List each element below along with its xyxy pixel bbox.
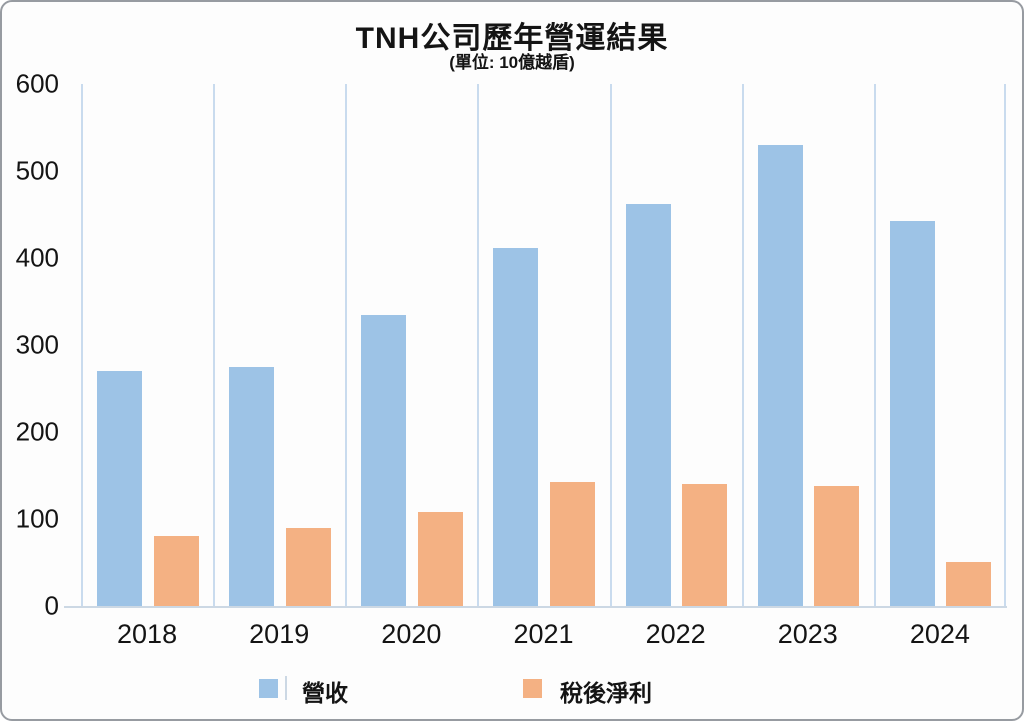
gridline [1004, 84, 1006, 606]
bar-net-profit-2020 [418, 512, 463, 606]
bar-net-profit-2022 [682, 484, 727, 606]
x-tick-label: 2018 [117, 619, 178, 649]
y-tick-label: 600 [15, 68, 59, 99]
gridline [213, 84, 215, 606]
y-tick-label: 500 [15, 155, 59, 186]
x-axis-line [64, 606, 1007, 608]
bar-net-profit-2023 [814, 486, 859, 606]
legend: 營收 稅後淨利 [2, 670, 1022, 710]
x-axis: 2018 2019 2020 2021 2022 2023 2024 [81, 619, 1006, 655]
bar-revenue-2020 [361, 315, 406, 606]
legend-divider [285, 676, 287, 700]
bar-revenue-2022 [626, 204, 671, 606]
legend-label-revenue: 營收 [302, 680, 348, 706]
x-tick-label: 2019 [249, 619, 310, 649]
x-tick-label: 2023 [777, 619, 838, 649]
gridline [81, 84, 83, 606]
y-tick-label: 100 [15, 503, 59, 534]
x-tick-label: 2022 [645, 619, 706, 649]
x-tick-label: 2024 [909, 619, 970, 649]
bar-revenue-2023 [758, 145, 803, 606]
plot-area [64, 84, 1007, 608]
legend-swatch-net-profit [523, 679, 542, 698]
bar-net-profit-2024 [946, 562, 991, 606]
bar-net-profit-2018 [154, 536, 199, 606]
bar-revenue-2019 [229, 367, 274, 606]
x-tick-label: 2021 [513, 619, 574, 649]
chart-title: TNH公司歷年營運結果 [355, 22, 669, 55]
y-tick-label: 200 [15, 416, 59, 447]
gridline [345, 84, 347, 606]
y-tick-label: 400 [15, 242, 59, 273]
legend-swatch-revenue [259, 679, 278, 698]
bar-net-profit-2019 [286, 528, 331, 606]
y-axis: 0 100 200 300 400 500 600 [2, 69, 59, 621]
bar-revenue-2024 [890, 221, 935, 606]
y-tick-label: 300 [15, 329, 59, 360]
y-tick-label: 0 [44, 590, 59, 621]
gridline [874, 84, 876, 606]
chart-subtitle: (單位: 10億越盾) [449, 53, 575, 72]
bar-net-profit-2021 [550, 482, 595, 606]
bar-revenue-2018 [97, 371, 142, 606]
bar-revenue-2021 [493, 248, 538, 606]
x-tick-label: 2020 [381, 619, 442, 649]
legend-label-net-profit: 稅後淨利 [560, 680, 652, 706]
gridline [742, 84, 744, 606]
gridline [477, 84, 479, 606]
gridline [610, 84, 612, 606]
